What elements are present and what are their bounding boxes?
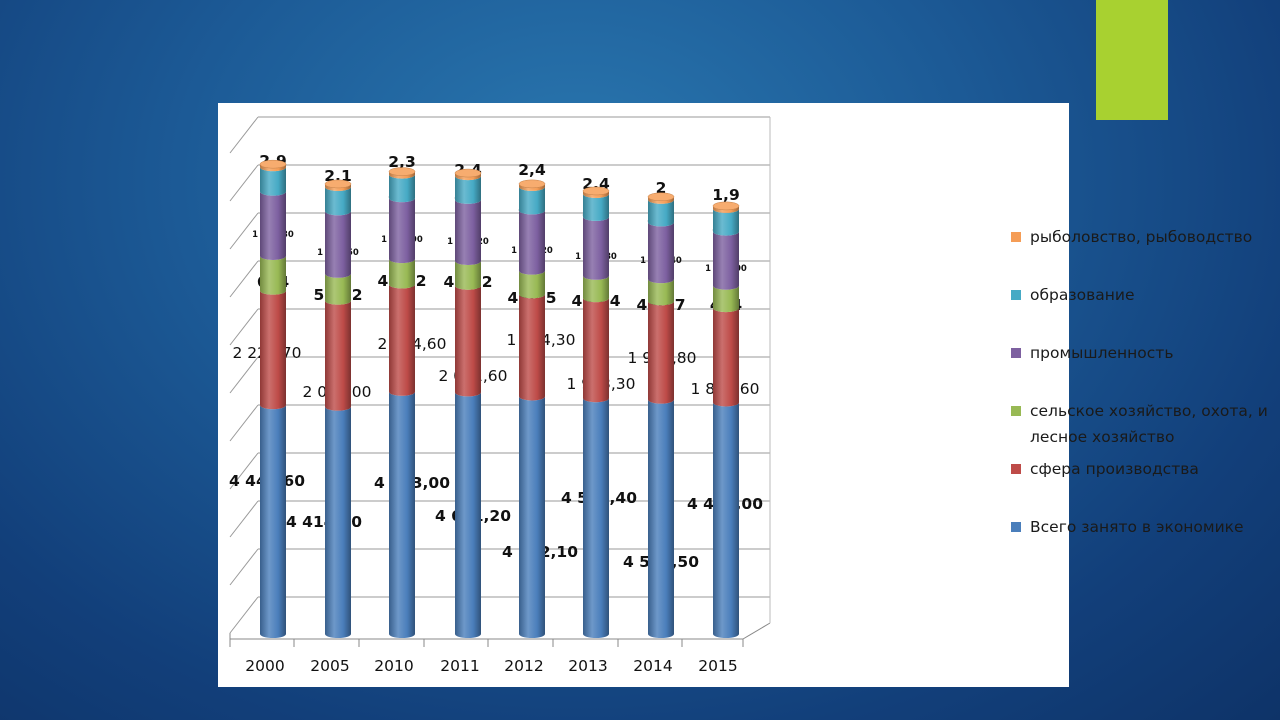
bar-2014-series-3: [648, 222, 674, 284]
bar-2012-series-5: [519, 183, 545, 191]
bar-2015-series-4: [713, 208, 739, 236]
bar-2010-series-0: [389, 391, 415, 638]
bar-2010-series-4: [389, 174, 415, 203]
bar-2014-series-0: [648, 399, 674, 638]
bar-2015-series-3: [713, 231, 739, 290]
axes: [229, 117, 771, 640]
bar-2011-series-1: [455, 285, 481, 397]
bar-2010-series-3: [389, 198, 415, 264]
bar-2010-series-5: [389, 171, 415, 179]
bar-2012-series-1: [519, 294, 545, 401]
data-label-2014-series-5: 2: [656, 179, 667, 197]
x-tick-label-2010: 2010: [374, 657, 413, 675]
chart-legend: рыболовство, рыбоводство образование про…: [1011, 103, 1280, 687]
bar-2014-series-4: [648, 199, 674, 227]
bar-2005-series-5: [325, 183, 351, 191]
x-tick-label-2015: 2015: [698, 657, 737, 675]
bar-2015-series-2: [713, 285, 739, 313]
bar-2012-series-2: [519, 270, 545, 299]
bar-2015-series-5: [713, 205, 739, 213]
bar-2000-series-1: [260, 290, 286, 410]
x-tick-label-2011: 2011: [440, 657, 479, 675]
chart-panel: 4 443,602 222,706741 249,304752,94 414,1…: [218, 103, 1268, 687]
bar-2013-series-2: [583, 275, 609, 303]
legend-label-education: образование: [1030, 286, 1135, 304]
legend-swatch-production: [1011, 464, 1021, 474]
bar-2012-series-3: [519, 210, 545, 275]
bar-2000-series-3: [260, 191, 286, 260]
cylinders: [259, 159, 740, 638]
legend-swatch-fishing: [1011, 232, 1021, 242]
legend-swatch-education: [1011, 290, 1021, 300]
legend-label-industry: промышленность: [1030, 344, 1174, 362]
x-tick-label-2005: 2005: [310, 657, 349, 675]
bar-cap-2000: [259, 159, 287, 169]
bar-2012-series-0: [519, 396, 545, 638]
bar-2014-series-2: [648, 279, 674, 306]
bar-cap-2014: [647, 192, 675, 202]
x-ticks: [229, 639, 744, 647]
x-tick-label-2000: 2000: [245, 657, 284, 675]
data-label-2012-series-5: 2,4: [518, 161, 546, 179]
legend-item-agriculture: сельское хозяйство, охота, и лесное хозя…: [1011, 398, 1273, 450]
bar-2000-series-0: [260, 405, 286, 638]
bar-cap-2015: [712, 201, 740, 211]
legend-item-total: Всего занято в экономике: [1011, 514, 1280, 540]
bar-2013-series-5: [583, 190, 609, 198]
legend-label-agriculture: сельское хозяйство, охота, и лесное хозя…: [1030, 402, 1268, 446]
bar-2011-series-5: [455, 173, 481, 181]
data-labels: 4 443,602 222,706741 249,304752,94 414,1…: [229, 152, 763, 571]
accent-block: [1096, 0, 1168, 120]
bar-2014-series-5: [648, 196, 674, 204]
legend-label-total: Всего занято в экономике: [1030, 518, 1244, 536]
bar-2010-series-1: [389, 284, 415, 396]
bar-cap-2005: [324, 179, 352, 189]
legend-label-fishing: рыболовство, рыбоводство: [1030, 228, 1253, 246]
legend-swatch-agriculture: [1011, 406, 1021, 416]
bar-2005-series-4: [325, 186, 351, 216]
data-label-2015-series-5: 1,9: [712, 186, 739, 204]
bar-cap-2012: [518, 179, 546, 189]
bar-2000-series-5: [260, 164, 286, 172]
bar-2015-series-0: [713, 402, 739, 638]
bar-cap-2013: [582, 186, 610, 196]
bar-2011-series-2: [455, 260, 481, 290]
bar-2011-series-4: [455, 176, 481, 204]
bar-2011-series-3: [455, 199, 481, 265]
bar-2012-series-4: [519, 186, 545, 215]
bar-2011-series-0: [455, 392, 481, 638]
bar-2014-series-1: [648, 301, 674, 404]
bar-2013-series-4: [583, 193, 609, 221]
stacked-cylinder-chart: 4 443,602 222,706741 249,304752,94 414,1…: [229, 116, 771, 675]
legend-item-education: образование: [1011, 282, 1280, 308]
legend-swatch-total: [1011, 522, 1021, 532]
bar-2013-series-3: [583, 216, 609, 280]
bar-2015-series-1: [713, 308, 739, 407]
x-tick-label-2014: 2014: [633, 657, 672, 675]
bar-2005-series-3: [325, 211, 351, 278]
data-label-2010-series-5: 2,3: [388, 153, 415, 171]
bar-cap-2010: [388, 167, 416, 176]
bar-2000-series-4: [260, 167, 286, 196]
legend-item-production: сфера производства: [1011, 456, 1280, 482]
x-tick-label-2013: 2013: [568, 657, 607, 675]
legend-label-production: сфера производства: [1030, 460, 1199, 478]
bar-2000-series-2: [260, 255, 286, 295]
bar-2005-series-1: [325, 300, 351, 411]
bar-2013-series-1: [583, 298, 609, 403]
bar-cap-2011: [454, 168, 482, 178]
bar-2010-series-2: [389, 259, 415, 289]
bar-2005-series-2: [325, 273, 351, 305]
x-tick-label-2012: 2012: [504, 657, 543, 675]
legend-swatch-industry: [1011, 348, 1021, 358]
legend-item-fishing: рыболовство, рыбоводство: [1011, 224, 1280, 250]
bar-2005-series-0: [325, 406, 351, 638]
bar-2013-series-0: [583, 398, 609, 638]
legend-item-industry: промышленность: [1011, 340, 1280, 366]
